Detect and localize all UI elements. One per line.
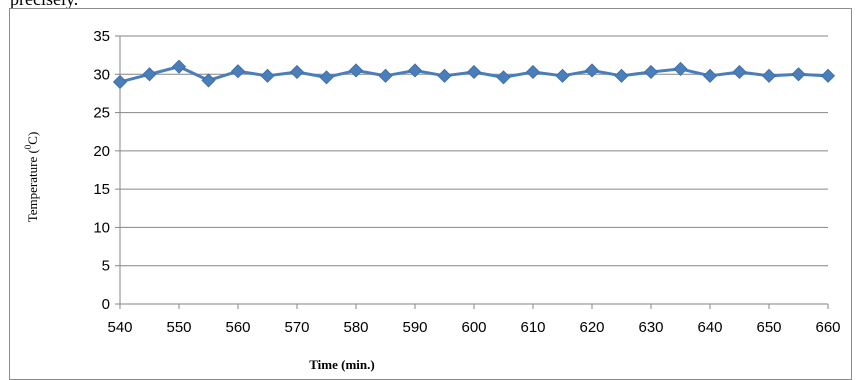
data-point-marker xyxy=(378,68,393,83)
data-point-marker xyxy=(230,64,246,79)
x-tick-label: 580 xyxy=(343,319,368,336)
x-tick-label: 560 xyxy=(225,319,250,336)
data-point-marker xyxy=(319,70,334,85)
data-point-marker xyxy=(732,64,747,80)
y-tick-label: 15 xyxy=(93,181,110,198)
data-point-marker xyxy=(673,61,688,76)
series-group xyxy=(112,59,836,90)
y-tick-label: 0 xyxy=(102,296,110,313)
data-point-marker xyxy=(761,68,777,83)
data-point-marker xyxy=(466,64,482,80)
x-tick-label: 640 xyxy=(697,319,722,336)
data-point-marker xyxy=(437,68,452,83)
x-tick-label: 600 xyxy=(461,319,486,336)
y-tick-label: 10 xyxy=(93,219,110,236)
y-tick-label: 20 xyxy=(93,143,110,160)
y-axis-title-sup: 0 xyxy=(23,144,33,149)
data-point-marker xyxy=(525,64,541,80)
data-point-marker xyxy=(555,68,570,83)
data-point-marker xyxy=(289,64,305,80)
x-tick-label: 610 xyxy=(520,319,545,336)
data-point-marker xyxy=(201,73,216,88)
x-tick-label: 660 xyxy=(815,319,840,336)
y-tick-label: 35 xyxy=(93,28,110,45)
x-tick-label: 570 xyxy=(284,319,309,336)
data-point-marker xyxy=(142,67,157,82)
y-tick-labels: 0 5 10 15 20 25 30 35 xyxy=(93,28,110,313)
y-axis-title: Temperature (0C) xyxy=(23,132,40,223)
x-tick-labels: 540 550 560 570 580 590 600 610 620 630 640 650 660 xyxy=(107,319,840,336)
x-tick-label: 620 xyxy=(579,319,604,336)
x-tick-label: 650 xyxy=(756,319,781,336)
data-point-marker xyxy=(643,64,659,80)
y-tick-label: 5 xyxy=(102,258,110,275)
x-axis-title: Time (min.) xyxy=(309,357,374,372)
data-point-marker xyxy=(348,63,364,78)
page-text-fragment: precisely. xyxy=(10,0,78,10)
data-point-marker xyxy=(614,68,629,83)
y-axis-title-unit: C) xyxy=(25,132,40,145)
x-tick-label: 630 xyxy=(638,319,663,336)
data-point-marker xyxy=(702,68,718,83)
data-point-marker xyxy=(496,70,511,85)
data-point-marker xyxy=(171,59,187,74)
data-point-marker xyxy=(791,67,806,82)
data-point-marker xyxy=(407,63,423,78)
x-tick-label: 590 xyxy=(402,319,427,336)
y-axis-title-main: Temperature ( xyxy=(25,149,40,222)
y-tick-label: 25 xyxy=(93,105,110,122)
x-tick-label: 540 xyxy=(107,319,132,336)
data-point-marker xyxy=(584,63,600,78)
data-point-marker xyxy=(112,74,128,90)
y-tick-label: 30 xyxy=(93,66,110,83)
data-point-marker xyxy=(820,68,836,83)
x-tick-label: 550 xyxy=(166,319,191,336)
data-point-marker xyxy=(260,68,275,83)
